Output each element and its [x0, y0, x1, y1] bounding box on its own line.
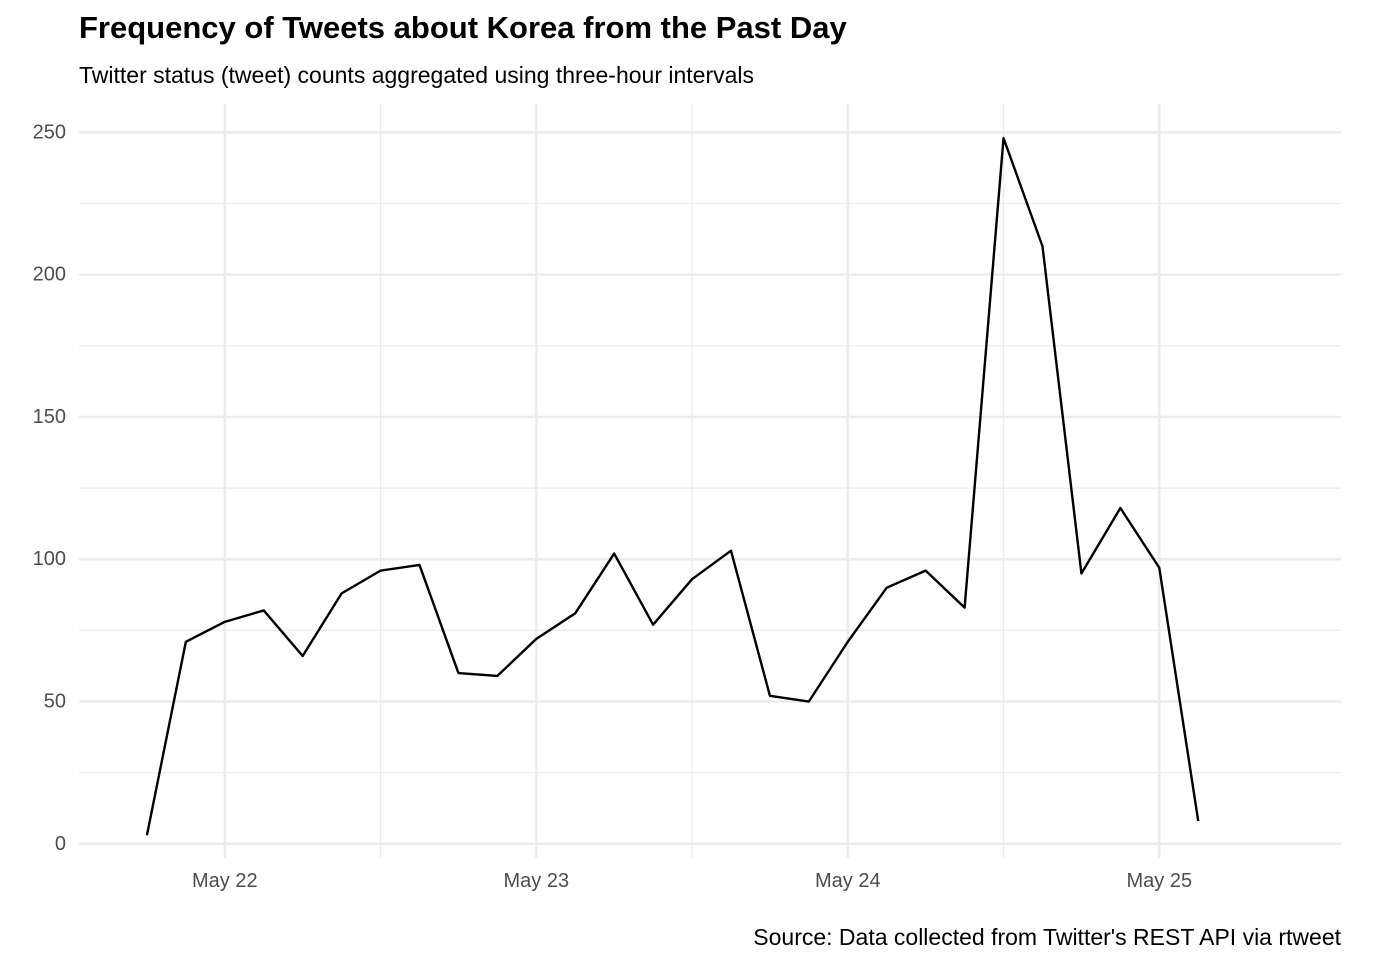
plot-panel [79, 104, 1341, 858]
y-axis-tick-labels: 0 50 100 150 200 250 [33, 121, 66, 854]
x-tick-label: May 23 [503, 870, 569, 892]
y-tick-label: 250 [33, 121, 66, 143]
x-axis-tick-labels: May 22 May 23 May 24 May 25 [192, 870, 1192, 892]
y-tick-label: 100 [33, 548, 66, 570]
major-gridlines [79, 104, 1341, 858]
x-tick-label: May 24 [815, 870, 881, 892]
tweet-count-line [145, 136, 1200, 836]
minor-gridlines [79, 104, 1341, 858]
chart-caption: Source: Data collected from Twitter's RE… [753, 924, 1341, 950]
y-tick-label: 0 [55, 833, 66, 855]
y-tick-label: 50 [44, 691, 66, 713]
series-layer [145, 136, 1200, 836]
chart-subtitle: Twitter status (tweet) counts aggregated… [79, 62, 755, 88]
x-tick-label: May 22 [192, 870, 258, 892]
chart-title: Frequency of Tweets about Korea from the… [79, 10, 847, 45]
y-tick-label: 200 [33, 264, 66, 286]
x-tick-label: May 25 [1126, 870, 1192, 892]
y-tick-label: 150 [33, 406, 66, 428]
